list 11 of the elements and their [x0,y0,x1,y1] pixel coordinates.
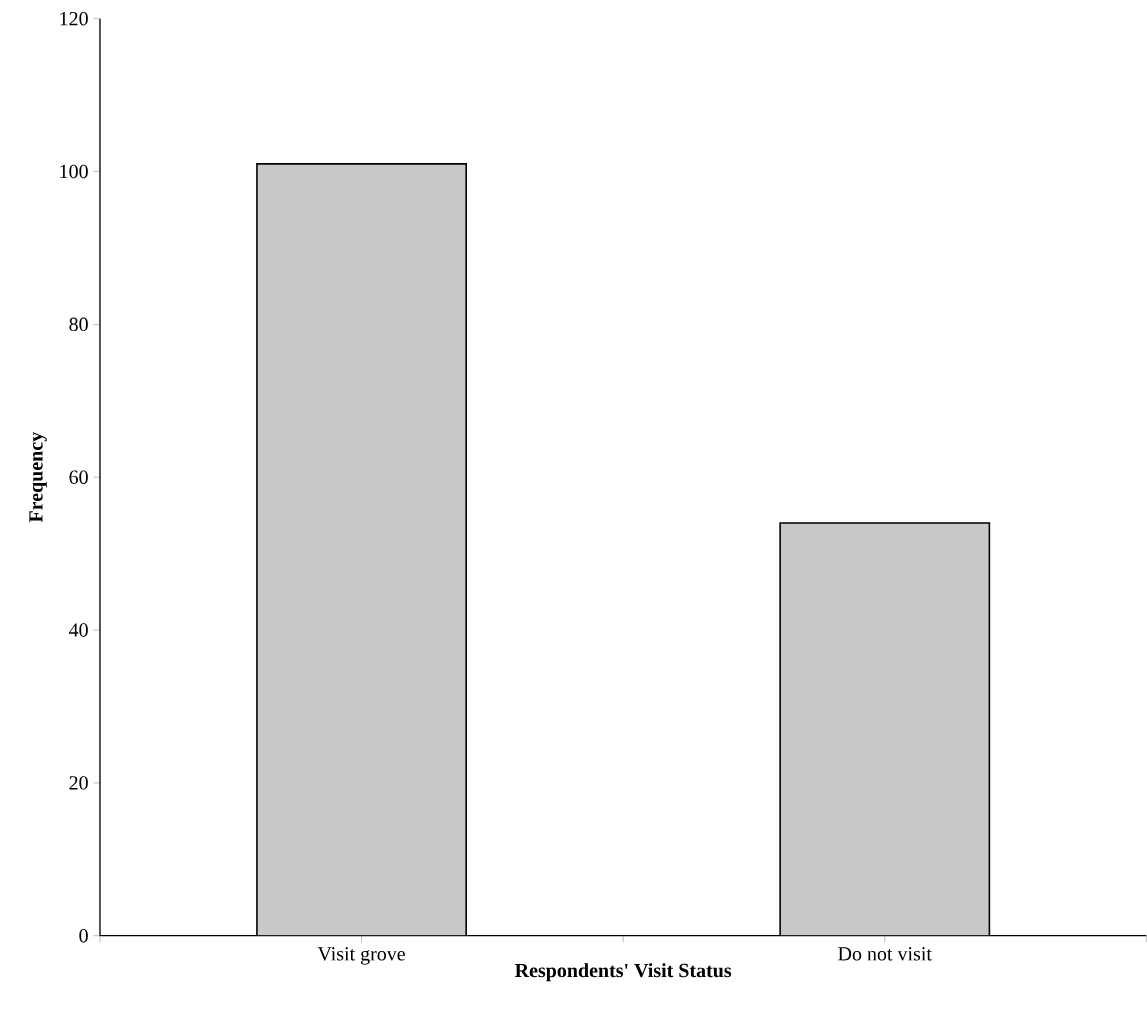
x-tick-label: Do not visit [838,947,932,961]
y-tick-label: 20 [69,776,88,790]
y-tick-label: 40 [69,623,88,637]
y-axis-title: Frequency [29,432,47,523]
x-axis-title: Respondents' Visit Status [514,963,732,982]
y-tick-label: 0 [79,929,88,943]
y-tick-label: 60 [69,470,88,485]
y-tick-label: 100 [60,164,88,179]
y-tick-label: 80 [69,317,88,332]
y-tick-label: 120 [60,12,88,26]
x-tick-label: Visit grove [317,947,405,965]
